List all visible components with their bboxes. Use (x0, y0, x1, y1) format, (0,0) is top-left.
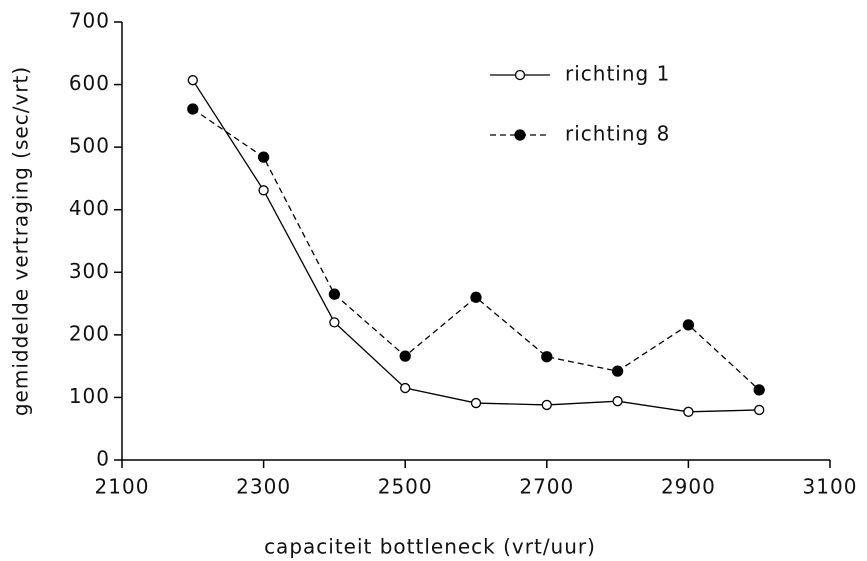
y-axis-label: gemiddelde vertraging (sec/vrt) (9, 66, 33, 416)
series-line (192, 108, 760, 391)
y-tick-label: 700 (69, 9, 110, 33)
x-tick-label: 2500 (378, 475, 433, 499)
marker (328, 288, 341, 300)
y-tick-label: 300 (69, 259, 110, 283)
marker (470, 291, 482, 303)
series-line (192, 79, 760, 413)
marker (257, 151, 270, 163)
marker (400, 382, 411, 394)
y-tick-label: 200 (69, 321, 110, 345)
marker (187, 103, 199, 115)
marker (683, 406, 694, 417)
legend-marker (514, 129, 526, 141)
legend-marker (514, 69, 526, 81)
y-tick-label: 100 (69, 384, 110, 408)
marker (329, 317, 340, 328)
x-tick-label: 2300 (236, 475, 291, 499)
marker (753, 384, 765, 396)
marker (754, 404, 765, 416)
x-tick-label: 2700 (519, 475, 574, 499)
marker (682, 319, 695, 331)
marker (470, 397, 482, 409)
marker (399, 350, 411, 362)
y-tick-label: 0 (96, 447, 110, 471)
marker (611, 365, 624, 377)
y-tick-label: 600 (69, 71, 110, 95)
y-tick-label: 500 (69, 134, 110, 158)
y-tick-label: 400 (69, 196, 110, 220)
x-tick-label: 3100 (803, 475, 858, 499)
marker (187, 75, 198, 86)
marker (541, 399, 552, 411)
x-tick-label: 2900 (661, 475, 716, 499)
legend-label: richting 8 (565, 122, 670, 146)
x-tick-label: 2100 (95, 475, 150, 499)
marker (258, 185, 269, 196)
marker (541, 351, 553, 363)
legend-label: richting 1 (565, 62, 670, 86)
x-axis-label: capaciteit bottleneck (vrt/uur) (264, 535, 596, 559)
marker (612, 396, 623, 407)
